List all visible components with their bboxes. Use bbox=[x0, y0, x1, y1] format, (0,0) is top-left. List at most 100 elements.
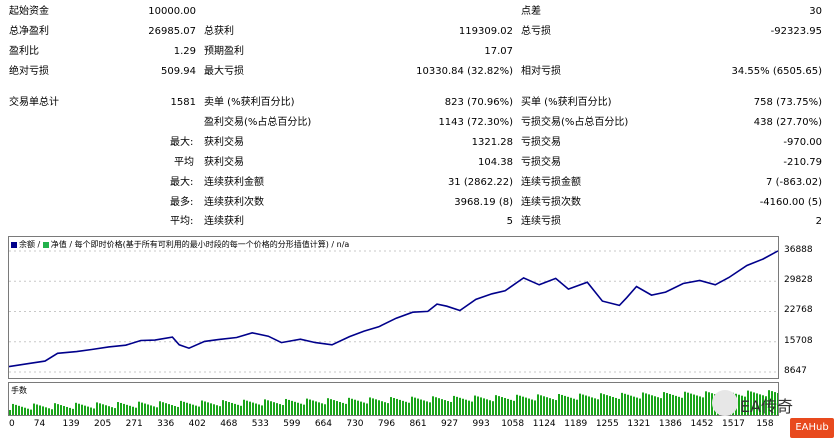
volume-bar bbox=[81, 404, 83, 415]
volume-bar bbox=[51, 409, 53, 415]
volume-bar bbox=[207, 402, 209, 415]
watermark-badge: EAHub bbox=[790, 418, 834, 438]
average-profit-label: 获利交易 bbox=[204, 157, 244, 168]
largest-profit-value: 1321.28 bbox=[471, 137, 513, 148]
volume-bar bbox=[168, 404, 170, 415]
volume-bar bbox=[360, 401, 362, 415]
short-positions-value: 823 (70.96%) bbox=[444, 97, 513, 108]
volume-bar bbox=[411, 396, 413, 415]
volume-bar bbox=[459, 397, 461, 415]
report-summary: 起始资金 10000.00 点差 30 总净盈利 26985.07 总获利 11… bbox=[9, 6, 822, 227]
loss-trades-label: 亏损交易(%占总百分比) bbox=[521, 117, 629, 128]
volume-bar bbox=[210, 403, 212, 415]
x-tick-label-6: 402 bbox=[188, 419, 206, 429]
volume-bar bbox=[99, 403, 101, 415]
volume-bar bbox=[513, 400, 515, 415]
relative-drawdown-label: 相对亏损 bbox=[521, 66, 561, 77]
legend-na: n/a bbox=[336, 240, 350, 249]
volume-bar bbox=[453, 395, 455, 415]
largest-prefix: 最大: bbox=[170, 137, 194, 148]
max-consec-wins-value: 31 (2862.22) bbox=[447, 177, 513, 188]
total-trades-label: 交易单总计 bbox=[9, 97, 59, 108]
x-tick-label-14: 927 bbox=[440, 419, 459, 429]
volume-bar bbox=[588, 396, 590, 415]
volume-bar bbox=[576, 399, 578, 415]
volume-bar bbox=[369, 397, 371, 415]
volume-bar bbox=[489, 400, 491, 415]
volume-bar bbox=[537, 394, 539, 415]
volume-bar bbox=[579, 393, 581, 415]
x-tick-label-15: 993 bbox=[472, 419, 490, 429]
volume-bar bbox=[405, 401, 407, 415]
volume-bar bbox=[105, 405, 107, 415]
volume-bar bbox=[114, 408, 116, 415]
volume-bar bbox=[201, 400, 203, 415]
volume-bar bbox=[564, 395, 566, 415]
volume-bar bbox=[228, 402, 230, 415]
volume-bar bbox=[600, 393, 602, 415]
volume-bar bbox=[282, 405, 284, 415]
volume-bar bbox=[510, 399, 512, 415]
volume-bar bbox=[312, 400, 314, 415]
volume-bar bbox=[699, 396, 701, 415]
volume-label: 手数 bbox=[11, 386, 27, 395]
volume-bar bbox=[771, 391, 773, 415]
long-positions-label: 买单 (%获利百分比) bbox=[521, 97, 612, 108]
volume-bar bbox=[444, 400, 446, 415]
volume-bar bbox=[78, 403, 80, 415]
volume-bar bbox=[33, 403, 35, 415]
volume-bar bbox=[213, 404, 215, 415]
max-consec-losses-value: 7 (-863.02) bbox=[766, 177, 822, 188]
relative-drawdown-value: 34.55% (6505.65) bbox=[731, 66, 822, 77]
volume-bar bbox=[651, 395, 653, 415]
gross-loss-label: 总亏损 bbox=[521, 26, 551, 37]
equity-swatch bbox=[42, 241, 49, 248]
volume-bar bbox=[573, 398, 575, 415]
volume-bar bbox=[141, 402, 143, 415]
volume-bar bbox=[354, 399, 356, 415]
volume-bar bbox=[642, 392, 644, 415]
y-tick-label-2: 22768 bbox=[784, 305, 813, 316]
gross-profit-value: 119309.02 bbox=[458, 26, 513, 37]
x-tick-label-5: 336 bbox=[157, 419, 175, 429]
x-tick-label-10: 664 bbox=[314, 419, 332, 429]
volume-bar bbox=[291, 400, 293, 415]
volume-bar bbox=[309, 399, 311, 415]
volume-bar bbox=[399, 399, 401, 415]
volume-bar bbox=[495, 395, 497, 415]
avg-consec-wins-value: 5 bbox=[506, 216, 513, 227]
volume-bar bbox=[231, 402, 233, 415]
volume-bar bbox=[558, 394, 560, 415]
total-net-profit-value: 26985.07 bbox=[148, 26, 196, 37]
balance-plot bbox=[9, 250, 778, 373]
volume-bar bbox=[225, 401, 227, 415]
expected-payoff-value: 17.07 bbox=[484, 46, 513, 57]
total-trades-value: 1581 bbox=[170, 97, 196, 108]
volume-bar bbox=[663, 392, 665, 415]
profit-factor-label: 盈利比 bbox=[9, 46, 39, 57]
volume-bar bbox=[567, 396, 569, 415]
volume-bar bbox=[345, 403, 347, 415]
volume-bar bbox=[753, 392, 755, 415]
y-tick-label-3: 15708 bbox=[784, 335, 813, 346]
volume-bar bbox=[27, 408, 29, 415]
volume-bar bbox=[111, 407, 113, 415]
volume-bar bbox=[768, 390, 770, 415]
volume-bar bbox=[159, 401, 161, 415]
volume-bar bbox=[540, 395, 542, 415]
volume-bar bbox=[315, 401, 317, 415]
volume-bar bbox=[507, 398, 509, 415]
volume-bar bbox=[447, 401, 449, 415]
volume-bar bbox=[117, 402, 119, 415]
volume-bar bbox=[63, 406, 65, 415]
x-tick-label-12: 796 bbox=[377, 419, 396, 429]
largest-loss-label: 亏损交易 bbox=[521, 137, 561, 148]
volume-bar bbox=[147, 404, 149, 415]
gross-profit-label: 总获利 bbox=[204, 26, 234, 37]
x-tick-label-1: 74 bbox=[33, 419, 46, 429]
gross-loss-value: -92323.95 bbox=[770, 26, 822, 37]
volume-bar bbox=[171, 405, 173, 415]
volume-bar bbox=[705, 391, 707, 415]
volume-bar bbox=[777, 393, 778, 415]
volume-bar bbox=[372, 398, 374, 415]
